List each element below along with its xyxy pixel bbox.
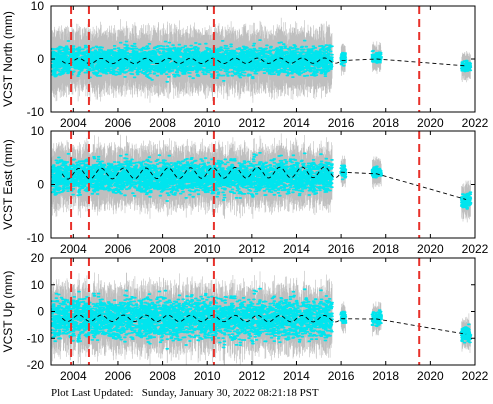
chart-panel-1: 2004 2006 2008 2010 2012 2014 2016 2018 2020 2022…	[1, 124, 489, 256]
data-point-group	[51, 287, 473, 350]
y-axis-label: VCST East (mm)	[1, 139, 15, 229]
data-points	[339, 310, 348, 324]
x-tick-label: 2014	[283, 116, 310, 130]
y-tick-label: -10	[27, 105, 45, 119]
y-tick-label: -20	[27, 358, 45, 372]
chart-panel-0: 2004 2006 2008 2010 2012 2014 2016 2018 2020 2022…	[1, 0, 489, 130]
x-tick-label: 2020	[417, 242, 444, 256]
x-tick-label: 2006	[105, 242, 132, 256]
y-tick-label: 0	[37, 52, 44, 66]
x-tick-label: 2018	[372, 116, 399, 130]
x-tick-label: 2014	[283, 369, 310, 383]
x-tick-label: 2004	[60, 242, 87, 256]
x-tick-label: 2004	[60, 116, 87, 130]
x-tick-label: 2020	[417, 116, 444, 130]
x-tick-label: 2010	[194, 369, 221, 383]
x-tick-label: 2006	[105, 116, 132, 130]
x-tick-label: 2008	[149, 369, 176, 383]
x-tick-label: 2016	[328, 116, 355, 130]
data-points	[370, 49, 384, 64]
x-tick-label: 2012	[238, 116, 265, 130]
y-tick-label: 0	[37, 305, 44, 319]
y-tick-label: 10	[31, 278, 45, 292]
x-tick-label: 2016	[328, 369, 355, 383]
x-tick-label: 2008	[149, 242, 176, 256]
data-points	[459, 191, 473, 210]
y-tick-label: 20	[31, 251, 45, 265]
x-tick-label: 2022	[462, 369, 489, 383]
x-tick-label: 2020	[417, 369, 444, 383]
x-tick-label: 2018	[372, 242, 399, 256]
x-tick-label: 2010	[194, 116, 221, 130]
y-tick-label: 0	[37, 178, 44, 192]
data-points	[459, 323, 473, 344]
y-tick-label: -10	[27, 231, 45, 245]
x-tick-label: 2008	[149, 116, 176, 130]
model-line	[61, 57, 467, 67]
x-tick-label: 2010	[194, 242, 221, 256]
data-points	[370, 309, 383, 327]
y-axis-label: VCST North (mm)	[1, 11, 15, 107]
x-tick-label: 2012	[238, 242, 265, 256]
footer-label: Plot Last Updated:	[51, 387, 134, 399]
data-points	[370, 165, 383, 179]
x-tick-label: 2016	[328, 242, 355, 256]
plot-updated-footer: Plot Last Updated: Sunday, January 30, 2…	[51, 387, 319, 399]
y-tick-label: -10	[27, 331, 45, 345]
data-points	[51, 287, 334, 350]
model-line	[61, 166, 467, 200]
x-tick-label: 2012	[238, 369, 265, 383]
x-tick-label: 2014	[283, 242, 310, 256]
y-tick-label: 10	[31, 0, 45, 13]
x-tick-label: 2004	[60, 369, 87, 383]
x-tick-label: 2022	[462, 242, 489, 256]
y-tick-label: 10	[31, 124, 45, 138]
chart-panel-2: 2004 2006 2008 2010 2012 2014 2016 2018 2020 2022…	[1, 251, 489, 383]
y-axis-label: VCST Up (mm)	[1, 271, 15, 353]
x-tick-label: 2022	[462, 116, 489, 130]
x-tick-label: 2006	[105, 369, 132, 383]
footer-timestamp: Sunday, January 30, 2022 08:21:18 PST	[141, 387, 319, 399]
x-tick-label: 2018	[372, 369, 399, 383]
